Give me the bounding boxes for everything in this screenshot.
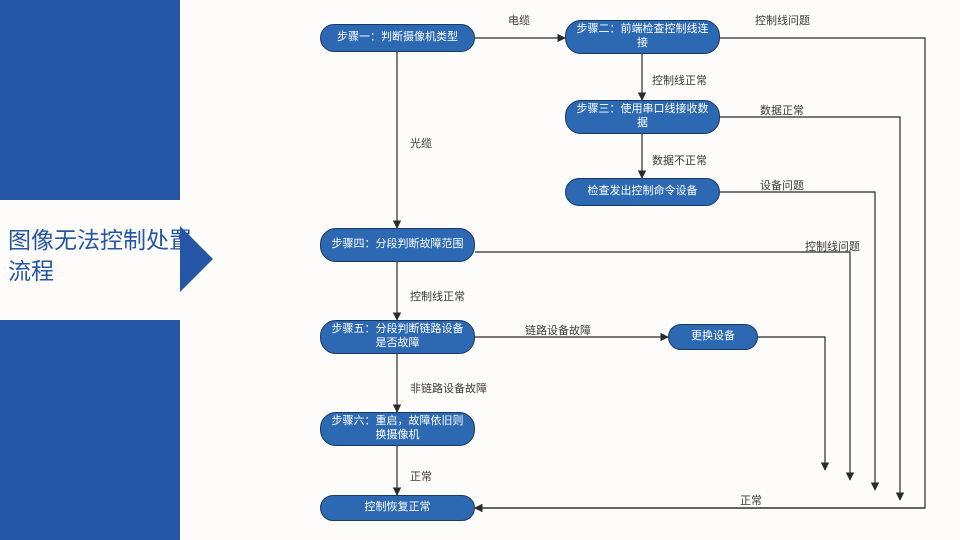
edge-label-3: 数据不正常	[652, 152, 707, 168]
page-title: 图像无法控制处置流程	[0, 225, 210, 287]
flowchart-node-n3: 步骤三：使用串口线接收数据	[565, 100, 720, 134]
edge-label-0: 电缆	[508, 12, 530, 28]
edge-label-13: 正常	[740, 492, 762, 508]
flowchart-node-n1: 步骤一：判断摄像机类型	[320, 24, 475, 52]
flowchart-node-n6: 步骤五：分段判断链路设备是否故障	[320, 320, 475, 354]
sidebar: 图像无法控制处置流程	[0, 0, 210, 540]
edge-8	[475, 252, 850, 480]
flowchart-node-n5: 步骤四：分段判断故障范围	[320, 228, 475, 262]
edge-label-5: 数据正常	[760, 102, 804, 118]
edge-11	[758, 337, 825, 470]
flowchart-node-n2: 步骤二：前端检查控制线连接	[565, 20, 720, 54]
flowchart-node-n4: 检查发出控制命令设备	[565, 178, 720, 206]
edge-label-4: 控制线问题	[755, 12, 810, 28]
edge-label-12: 正常	[410, 468, 432, 484]
edge-label-1: 光缆	[410, 135, 432, 151]
edge-label-9: 链路设备故障	[525, 322, 591, 338]
flowchart-node-n7: 更换设备	[668, 324, 758, 350]
edge-label-7: 控制线正常	[410, 288, 465, 304]
edge-label-8: 控制线问题	[805, 238, 860, 254]
flowchart-node-n8: 步骤六：重启，故障依旧则换摄像机	[320, 412, 475, 446]
edge-label-10: 非链路设备故障	[410, 380, 487, 396]
flowchart-canvas: 步骤一：判断摄像机类型 步骤二：前端检查控制线连接步骤三：使用串口线接收数据检查发…	[300, 0, 960, 540]
flowchart-node-n9: 控制恢复正常	[320, 495, 475, 521]
sidebar-decor-bottom	[0, 320, 180, 540]
sidebar-decor-top	[0, 0, 180, 200]
edge-label-6: 设备问题	[760, 177, 804, 193]
edge-5	[720, 117, 900, 500]
flowchart-edges	[300, 0, 960, 540]
edge-label-2: 控制线正常	[652, 72, 707, 88]
